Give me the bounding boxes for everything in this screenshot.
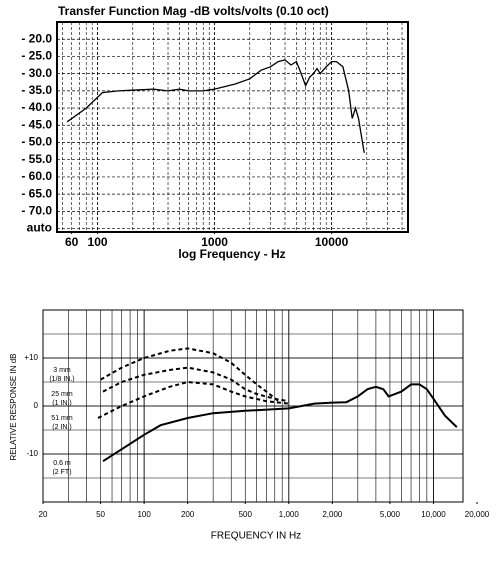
x-axis-label: FREQUENCY IN Hz [211,531,301,542]
legend-label: (2 FT) [52,469,71,476]
x-tick-label: 5,000 [380,510,401,519]
data-line [100,347,280,402]
y-tick-label: - 55.0 [21,152,52,166]
y-tick-label: - 60.0 [21,169,52,183]
y-tick-label: +10 [24,353,38,362]
y-tick-label: - 65.0 [21,186,52,200]
legend-label: 3 mm [53,367,71,374]
y-tick-label: - 30.0 [21,66,52,80]
x-tick-label: 1000 [201,235,228,249]
plot-frame [42,309,464,503]
x-tick-label: 10,000 [421,510,446,519]
y-tick-label: auto [27,221,52,235]
y-tick-label: -10 [26,449,38,458]
x-tick-label: 60 [65,235,79,249]
legend-label: 25 mm [51,391,73,398]
data-line [102,383,458,463]
plot-frame [56,21,409,233]
legend-label: (1/8 IN.) [49,376,74,383]
x-tick-label: 200 [181,510,195,519]
y-tick-label: - 70.0 [21,204,52,218]
data-line [66,59,365,153]
x-tick-label: 100 [137,510,151,519]
x-tick-label: 50 [96,510,105,519]
x-tick-label: 500 [239,510,253,519]
data-line [97,380,289,419]
x-tick-label: 1,000 [279,510,300,519]
y-tick-label: - 40.0 [21,100,52,114]
y-tick-label: - 45.0 [21,117,52,131]
legend-label: 0.6 m [53,460,71,467]
x-tick-label: 20,000 [465,510,490,519]
x-tick-label: 20 [39,510,48,519]
legend-label: 51 mm [51,415,73,422]
chart-title: Transfer Function Mag -dB volts/volts (0… [58,4,329,18]
y-tick-label: - 35.0 [21,83,52,97]
x-tick-label: 2,000 [322,510,343,519]
x-tick-label: 10000 [315,235,349,249]
y-tick-label: - 50.0 [21,135,52,149]
y-tick-label: - 25.0 [21,49,52,63]
x-axis-label: log Frequency - Hz [178,247,285,261]
y-axis-label: RELATIVE RESPONSE IN dB [9,354,18,461]
data-line [102,366,289,403]
y-tick-label: - 20.0 [21,31,52,45]
x-tick-label: 100 [88,235,108,249]
legend-label: (1 IN.) [52,400,71,407]
legend-label: (2 IN.) [52,424,71,431]
y-tick-label: 0 [34,401,39,410]
